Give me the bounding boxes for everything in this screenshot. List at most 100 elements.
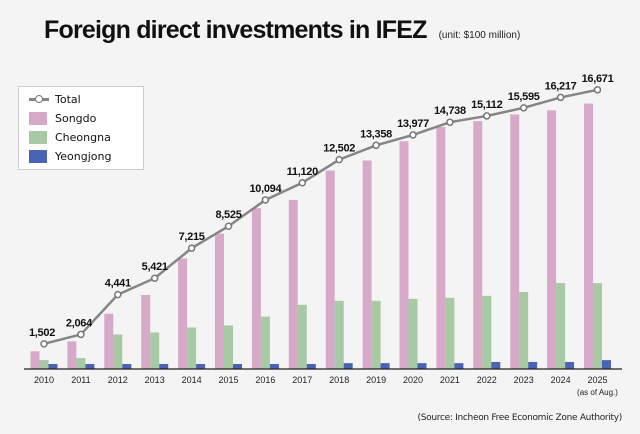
total-point-2020 (409, 131, 417, 139)
total-label-2022: 15,112 (471, 99, 502, 111)
legend: Total Songdo Cheongna Yeongjong (18, 86, 144, 170)
total-label-2023: 15,595 (508, 91, 540, 103)
total-line (43, 88, 598, 346)
bar-cheongna-2016 (260, 316, 270, 369)
bar-cheongna-2011 (76, 358, 86, 369)
bar-cheongna-2013 (150, 332, 160, 369)
bar-yeongjong-2021 (454, 363, 464, 369)
bar-cheongna-2022 (482, 295, 492, 369)
total-label-2015: 8,525 (215, 209, 241, 221)
bar-songdo-2024 (547, 110, 557, 370)
bar-cheongna-2024 (556, 283, 566, 369)
total-point-2017 (298, 179, 307, 187)
total-label-2012: 4,441 (105, 278, 131, 290)
total-point-2025 (593, 86, 602, 94)
bar-songdo-2018 (325, 170, 335, 369)
source-note: (Source: Incheon Free Economic Zone Auth… (417, 413, 623, 423)
total-label-2021: 14,738 (434, 105, 466, 117)
bar-yeongjong-2011 (85, 363, 95, 369)
total-point-2024 (556, 93, 565, 102)
x-tick-2023: 2023 (514, 375, 534, 385)
bar-songdo-2022 (473, 121, 483, 369)
bar-songdo-2021 (436, 127, 446, 369)
bar-songdo-2019 (362, 160, 372, 369)
bar-songdo-2011 (67, 341, 77, 369)
legend-label: Yeongjong (55, 150, 112, 163)
bar-yeongjong-2016 (269, 363, 279, 369)
x-tick-2022: 2022 (477, 375, 497, 385)
total-point-2018 (335, 155, 343, 164)
total-point-2022 (483, 112, 491, 120)
x-tick-2020: 2020 (403, 375, 423, 385)
x-tick-2016: 2016 (255, 375, 275, 385)
x-tick-note: (as of Aug.) (577, 388, 618, 397)
total-label-2024: 16,217 (545, 80, 577, 92)
chart-title: Foreign direct investments in IFEZ (44, 16, 427, 44)
total-point-2021 (446, 118, 454, 126)
legend-label: Cheongna (55, 131, 111, 144)
total-point-2011 (77, 330, 85, 339)
legend-label: Songdo (55, 112, 97, 125)
bar-songdo-2015 (215, 233, 224, 369)
legend-item-total: Total (29, 90, 143, 109)
total-point-2019 (372, 141, 380, 150)
bar-yeongjong-2024 (565, 361, 575, 369)
bar-cheongna-2025 (593, 283, 602, 369)
bar-songdo-2020 (399, 141, 409, 369)
legend-line-marker-icon (29, 93, 49, 106)
bar-songdo-2023 (510, 114, 520, 369)
bar-yeongjong-2010 (48, 363, 58, 369)
x-tick-2013: 2013 (145, 375, 165, 385)
legend-swatch (29, 131, 47, 144)
total-label-2016: 10,094 (249, 183, 282, 195)
x-tick-2011: 2011 (71, 375, 90, 385)
total-point-2012 (114, 290, 122, 299)
bar-songdo-2017 (288, 199, 298, 369)
bar-yeongjong-2025 (602, 360, 611, 369)
x-tick-2024: 2024 (551, 375, 571, 385)
total-label-2017: 11,120 (287, 166, 318, 178)
bar-yeongjong-2015 (233, 363, 242, 369)
total-label-2013: 5,421 (142, 261, 168, 273)
bar-songdo-2016 (251, 208, 261, 369)
total-label-2014: 7,215 (179, 231, 205, 243)
bar-cheongna-2019 (371, 300, 381, 369)
total-label-2010: 1,502 (29, 327, 55, 339)
bar-yeongjong-2014 (196, 363, 206, 369)
bar-yeongjong-2017 (306, 363, 316, 369)
bar-songdo-2025 (584, 103, 593, 369)
x-tick-2025: 2025 (587, 375, 607, 385)
bar-yeongjong-2012 (122, 363, 132, 369)
legend-swatch (29, 150, 47, 163)
bar-yeongjong-2020 (417, 363, 427, 369)
total-point-2016 (261, 196, 270, 204)
bar-cheongna-2014 (187, 327, 197, 369)
bar-songdo-2010 (30, 351, 40, 369)
legend-item-cheongna: Cheongna (29, 128, 143, 147)
bar-yeongjong-2013 (159, 363, 169, 369)
bar-yeongjong-2023 (528, 361, 538, 369)
bar-cheongna-2018 (334, 300, 344, 369)
bar-cheongna-2010 (39, 360, 49, 369)
total-point-2014 (187, 244, 196, 252)
x-tick-2017: 2017 (292, 375, 312, 385)
legend-item-yeongjong: Yeongjong (29, 147, 143, 166)
bar-cheongna-2023 (519, 291, 529, 369)
bar-cheongna-2015 (224, 325, 233, 369)
x-tick-2021: 2021 (440, 375, 460, 385)
total-point-2013 (150, 274, 159, 282)
bar-yeongjong-2018 (343, 363, 353, 369)
bar-yeongjong-2019 (380, 363, 390, 369)
total-label-2020: 13,977 (397, 118, 429, 130)
x-tick-2019: 2019 (366, 375, 386, 385)
total-label-2019: 13,358 (360, 128, 392, 140)
x-tick-2015: 2015 (218, 375, 238, 385)
total-label-2025: 16,671 (582, 73, 614, 85)
x-tick-2012: 2012 (108, 375, 128, 385)
x-tick-2014: 2014 (182, 375, 202, 385)
legend-label: Total (55, 93, 81, 106)
total-label-2011: 2,064 (66, 317, 93, 329)
chart-unit: (unit: $100 million) (438, 30, 521, 41)
